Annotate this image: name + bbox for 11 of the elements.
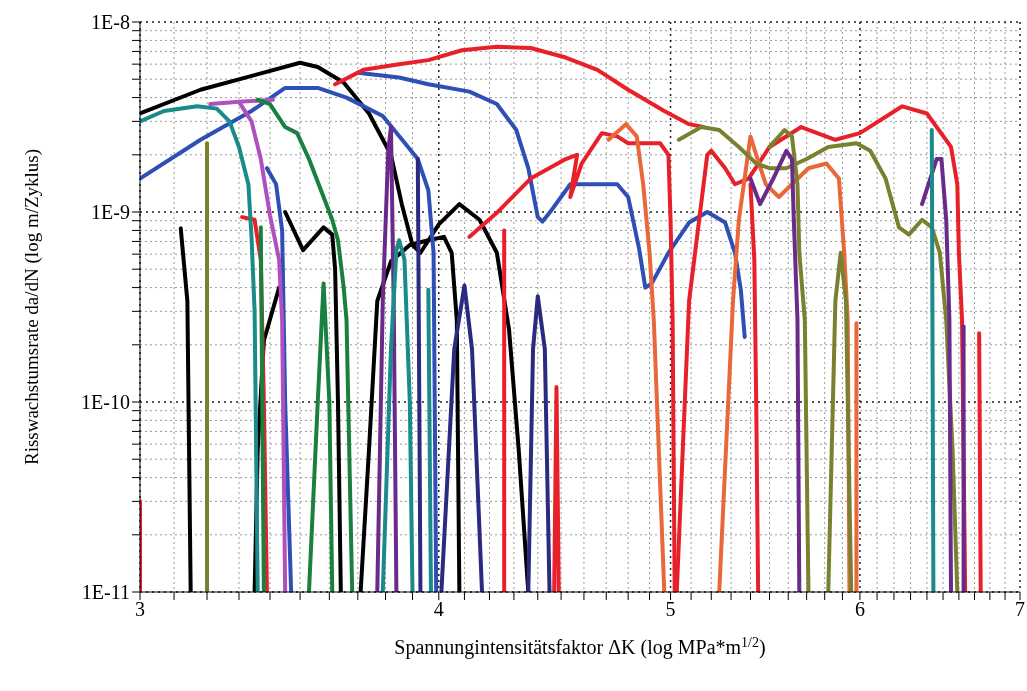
x-tick-label: 3 — [135, 598, 145, 621]
x-tick-label: 4 — [433, 598, 444, 621]
x-tick-label: 6 — [854, 598, 865, 621]
y-tick-label: 1E-11 — [81, 581, 130, 604]
x-tick-label: 7 — [1015, 598, 1025, 621]
y-tick-label: 1E-10 — [81, 391, 130, 414]
x-tick-label: 5 — [665, 598, 676, 621]
y-tick-label: 1E-9 — [91, 201, 130, 224]
x-axis-title: Spannungintensitätsfaktor ΔK (log MPa*m$^{1/2}$) — [394, 634, 766, 659]
y-tick-label: 1E-8 — [91, 11, 130, 34]
y-axis-title: Risswachstumsrate da/dN (log m/Zyklus) — [21, 148, 44, 466]
